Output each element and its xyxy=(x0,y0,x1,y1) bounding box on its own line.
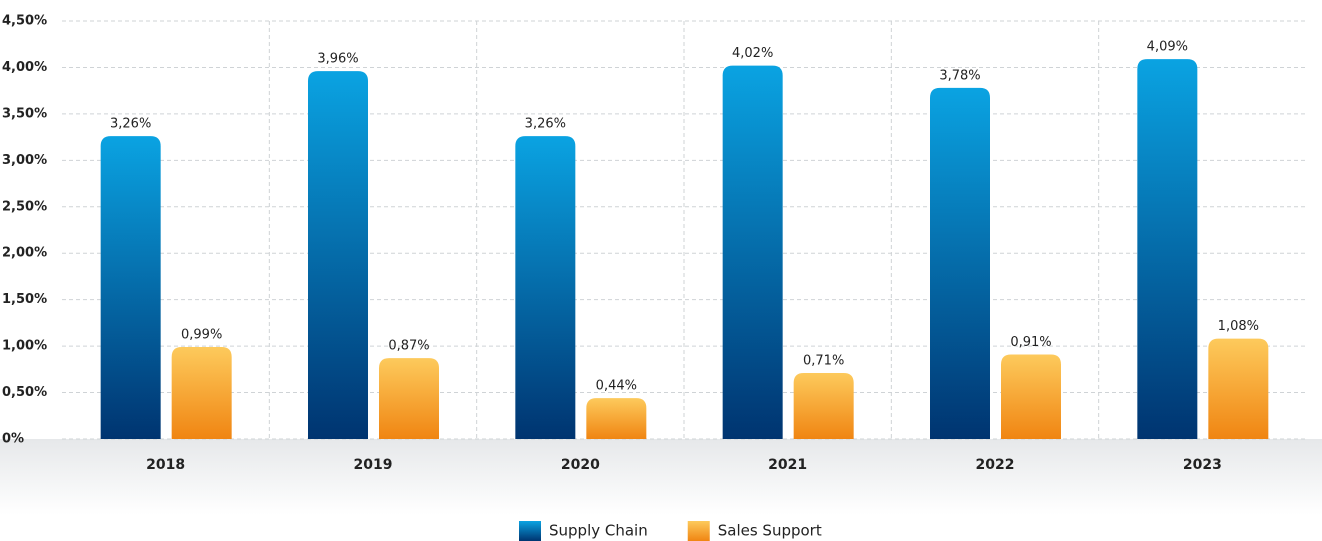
bar xyxy=(171,347,232,439)
y-tick-label: 0% xyxy=(2,432,24,447)
bar xyxy=(379,358,439,439)
data-label: 3,26% xyxy=(110,117,151,132)
data-label: 0,91% xyxy=(1010,335,1051,350)
data-label: 3,78% xyxy=(939,68,980,83)
y-tick-label: 0,50% xyxy=(2,385,47,400)
data-label: 0,87% xyxy=(388,339,429,354)
bar xyxy=(586,398,647,439)
legend-swatch xyxy=(519,521,541,541)
axis-band xyxy=(0,439,1322,515)
legend-swatch xyxy=(687,521,710,541)
bar xyxy=(722,65,783,439)
y-tick-label: 2,50% xyxy=(2,199,47,214)
y-tick-label: 1,00% xyxy=(2,339,47,354)
y-tick-label: 3,50% xyxy=(2,106,47,121)
bar xyxy=(308,71,368,439)
data-label: 0,44% xyxy=(596,379,637,394)
data-label: 3,96% xyxy=(317,52,358,67)
bar xyxy=(1208,338,1269,439)
bar xyxy=(515,136,576,439)
data-label: 0,99% xyxy=(181,328,222,343)
y-tick-label: 1,50% xyxy=(2,292,47,307)
data-label: 4,02% xyxy=(732,46,773,61)
legend-label: Supply Chain xyxy=(549,522,648,540)
x-tick-label: 2019 xyxy=(354,457,393,473)
x-tick-label: 2020 xyxy=(561,457,600,473)
data-label: 0,71% xyxy=(803,354,844,369)
legend-label: Sales Support xyxy=(718,522,822,540)
bar xyxy=(1001,354,1061,439)
x-tick-label: 2022 xyxy=(976,457,1015,473)
bar xyxy=(100,136,161,439)
bar xyxy=(793,373,854,439)
y-tick-label: 3,00% xyxy=(2,153,47,168)
bar xyxy=(930,87,990,439)
bar xyxy=(1137,59,1198,440)
x-tick-label: 2018 xyxy=(146,457,185,473)
data-label: 1,08% xyxy=(1218,319,1259,334)
y-tick-label: 4,00% xyxy=(2,60,47,75)
x-tick-label: 2021 xyxy=(768,457,807,473)
y-tick-label: 2,00% xyxy=(2,246,47,261)
data-label: 4,09% xyxy=(1147,40,1188,55)
x-tick-label: 2023 xyxy=(1183,457,1222,473)
data-label: 3,26% xyxy=(525,117,566,132)
y-tick-label: 4,50% xyxy=(2,14,47,29)
